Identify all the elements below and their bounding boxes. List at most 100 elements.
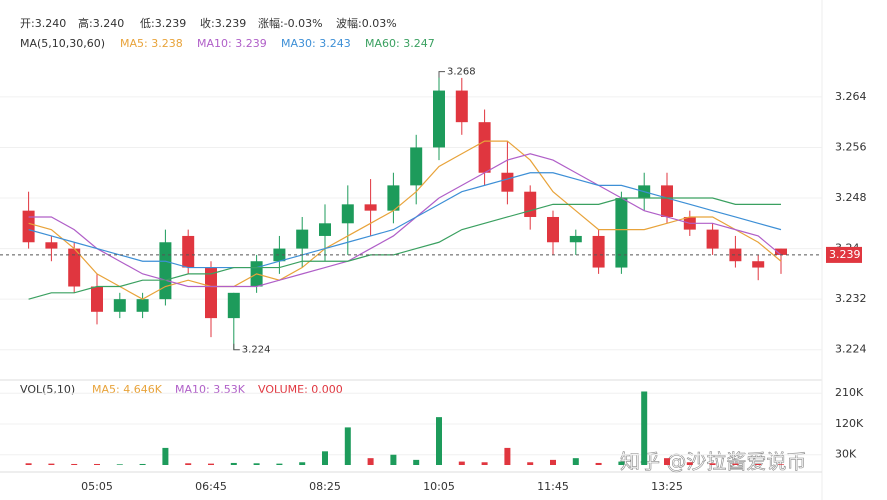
candle-body <box>547 216 559 243</box>
volume-bar <box>94 463 100 465</box>
high-label: 3.268 <box>447 67 476 78</box>
low-label: 3.224 <box>242 345 271 356</box>
last-price-box <box>826 246 862 263</box>
vol-legend: MA10: 3.53K <box>175 383 246 396</box>
volume-bar <box>732 463 739 465</box>
ma-title: MA(5,10,30,60) <box>20 37 105 50</box>
y-tick-label: 30K <box>835 448 857 461</box>
x-tick-label: 06:45 <box>195 480 227 493</box>
volume-bar <box>778 464 784 465</box>
volume-bar <box>253 463 260 465</box>
volume-bar <box>367 458 374 465</box>
info-text: 波幅:0.03% <box>336 17 397 30</box>
volume-bar <box>458 461 465 465</box>
x-tick-label: 10:05 <box>423 480 455 493</box>
candle-body <box>273 248 286 262</box>
candle-body <box>91 286 103 312</box>
candle-body <box>729 248 742 262</box>
info-text: 开:3.240 <box>20 17 66 30</box>
volume-bar <box>344 427 351 465</box>
candle-body <box>706 229 719 249</box>
volume-bar <box>208 463 214 465</box>
volume-bar <box>322 451 328 465</box>
volume-bar <box>276 463 283 465</box>
volume-bar <box>550 459 556 465</box>
watermark: 知乎 @沙拉酱爱说币 <box>620 450 806 474</box>
y-tick-label: 3.256 <box>835 140 867 153</box>
ma-legend: MA10: 3.239 <box>197 37 267 50</box>
volume-bar <box>390 454 397 465</box>
volume-bar <box>230 462 237 465</box>
ma-line <box>28 153 782 288</box>
y-tick-label: 3.264 <box>835 90 867 103</box>
volume-bar <box>709 463 716 465</box>
volume-bar <box>686 462 693 465</box>
candle-body <box>524 191 537 217</box>
volume-bar <box>116 464 123 465</box>
x-tick-label: 11:45 <box>537 480 569 493</box>
candle-body <box>455 90 468 123</box>
candle-body <box>45 242 58 249</box>
y-tick-label: 210K <box>835 386 864 399</box>
candle-body <box>752 261 765 268</box>
volume-bar <box>504 447 511 465</box>
volume-bar <box>185 463 192 465</box>
candle-body <box>387 185 400 211</box>
volume-bar <box>413 459 420 465</box>
y-tick-label: 120K <box>835 417 864 430</box>
candle-body <box>159 242 172 300</box>
candle-body <box>205 267 217 319</box>
volume-bar <box>572 458 579 465</box>
y-tick-label: 3.248 <box>835 191 867 204</box>
volume-bar <box>48 463 55 465</box>
candle-body <box>227 292 240 319</box>
candle-body <box>433 90 445 148</box>
vol-legend: MA5: 4.646K <box>92 383 163 396</box>
candle-body <box>569 235 582 243</box>
candle-body <box>296 229 309 249</box>
volume-bar <box>595 462 602 465</box>
volume-bar <box>641 391 648 465</box>
ma-legend: MA5: 3.238 <box>120 37 183 50</box>
info-text: 收:3.239 <box>200 16 246 30</box>
candle-body <box>68 248 81 287</box>
volume-bar <box>481 462 488 465</box>
ma-legend: MA30: 3.243 <box>281 37 351 50</box>
volume-bar <box>25 463 32 465</box>
candle-body <box>775 248 787 255</box>
last-price-label: 3.239 <box>829 248 861 261</box>
y-tick-label: 3.224 <box>835 343 867 356</box>
volume-bar <box>299 462 306 465</box>
high-pointer <box>438 71 445 78</box>
candle-body <box>410 147 423 186</box>
volume-bar <box>755 463 762 465</box>
ma-line <box>28 172 782 269</box>
ma-line <box>28 140 782 300</box>
candle-body <box>661 185 673 217</box>
low-pointer <box>233 343 240 351</box>
volume-bar <box>139 463 146 465</box>
x-tick-label: 13:25 <box>651 480 683 493</box>
candle-body <box>319 223 331 236</box>
x-tick-label: 05:05 <box>81 480 113 493</box>
candle-body <box>478 122 491 173</box>
vol-legend: VOLUME: 0.000 <box>258 383 343 396</box>
candle-body <box>22 210 35 243</box>
volume-bar <box>436 417 442 465</box>
candle-body <box>182 235 195 268</box>
candle-body <box>615 198 628 268</box>
info-text: 高:3.240 <box>78 16 124 30</box>
ma-line <box>28 197 781 300</box>
volume-bar <box>71 463 78 465</box>
ma-legend: MA60: 3.247 <box>365 37 435 50</box>
volume-bar <box>618 461 625 465</box>
vol-title: VOL(5,10) <box>20 383 75 396</box>
x-tick-label: 08:25 <box>309 480 341 493</box>
candle-body <box>364 204 377 211</box>
volume-bar <box>527 462 534 465</box>
candle-body <box>592 235 605 268</box>
info-text: 涨幅:-0.03% <box>258 17 323 30</box>
volume-bar <box>162 447 169 465</box>
volume-bar <box>664 458 670 465</box>
